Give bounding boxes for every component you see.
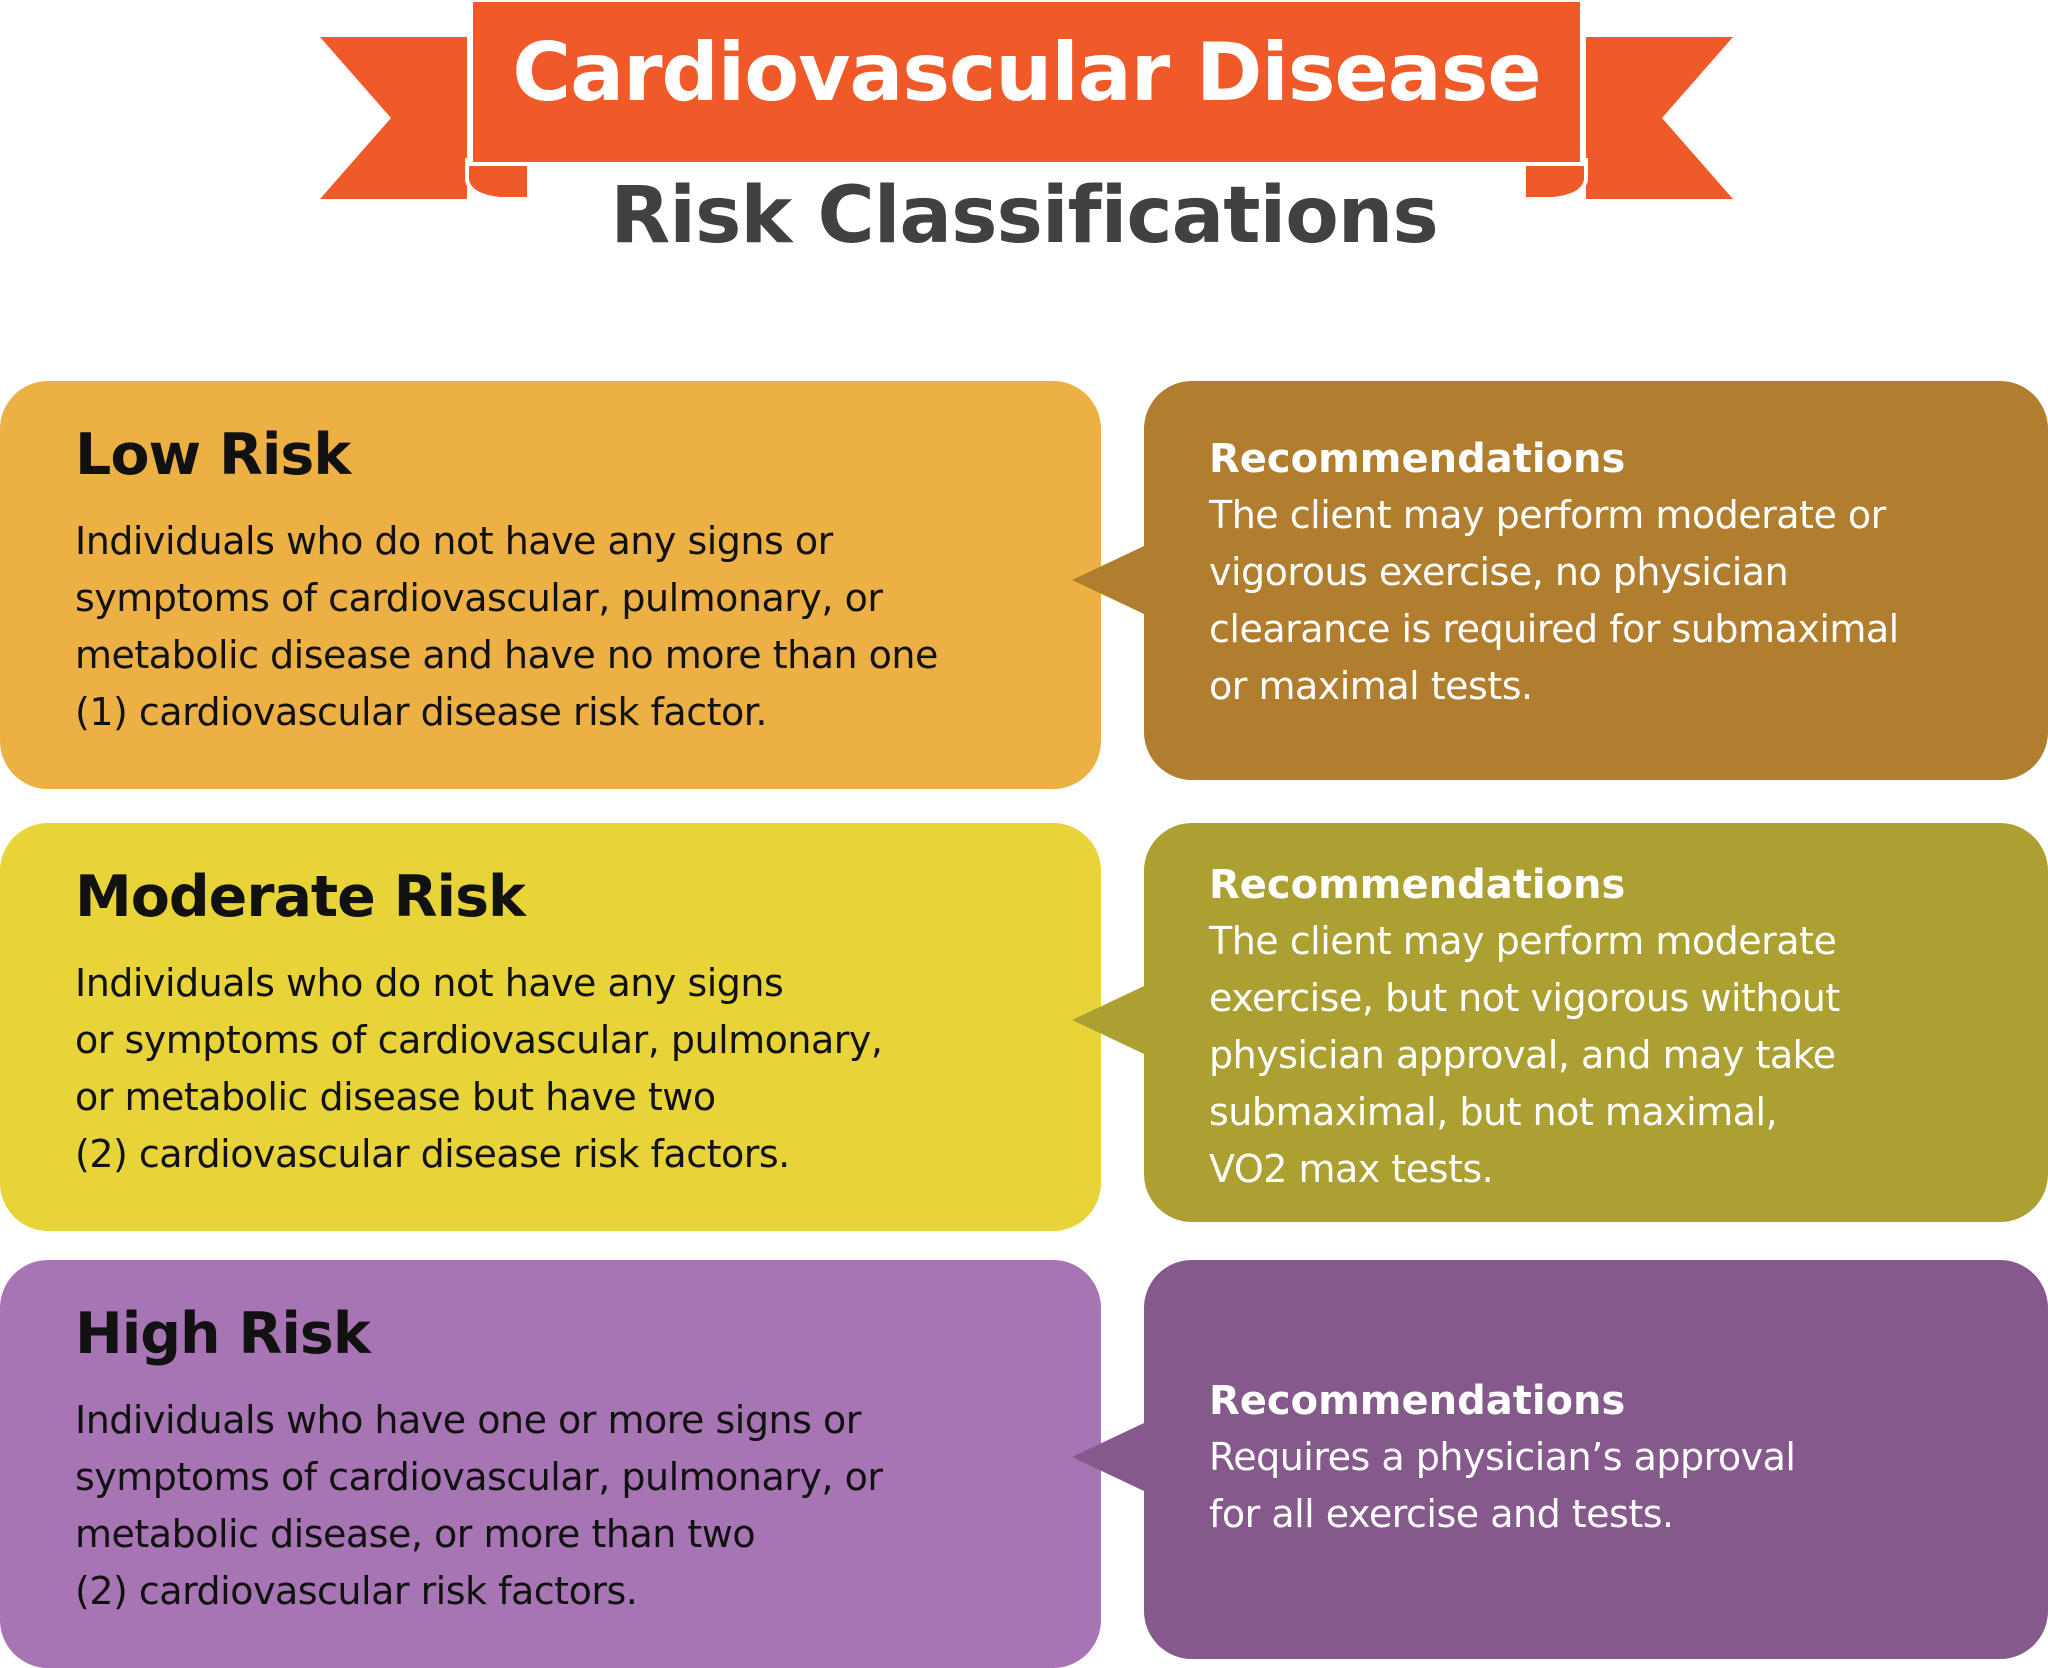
ribbon-banner xyxy=(320,0,1733,201)
moderate-risk-recommendations: Recommendations The client may perform m… xyxy=(1144,823,2048,1222)
recommendation-text: Requires a physician’s approval for all … xyxy=(1209,1435,1796,1536)
recommendations-heading: Recommendations xyxy=(1209,436,1626,482)
recommendation-text: The client may perform moderate or vigor… xyxy=(1209,493,1899,708)
page-title: Cardiovascular Disease xyxy=(512,26,1541,119)
ribbon-main xyxy=(469,0,1584,166)
risk-description: Individuals who have one or more signs o… xyxy=(75,1398,883,1613)
low-risk-recommendations: Recommendations The client may perform m… xyxy=(1144,381,2048,780)
callout-pointer xyxy=(1072,546,1144,614)
recommendation-text: The client may perform moderate exercise… xyxy=(1209,919,1840,1191)
ribbon-left-tail xyxy=(320,37,467,199)
risk-description: Individuals who do not have any signs or… xyxy=(75,961,883,1176)
risk-heading: Moderate Risk xyxy=(75,864,526,930)
recommendations-heading: Recommendations xyxy=(1209,862,1626,908)
high-risk-recommendations: Recommendations Requires a physician’s a… xyxy=(1144,1260,2048,1659)
callout-pointer xyxy=(1072,986,1144,1054)
low-risk-card: Low Risk Individuals who do not have any… xyxy=(0,381,1101,789)
moderate-risk-card: Moderate Risk Individuals who do not hav… xyxy=(0,823,1101,1231)
risk-heading: High Risk xyxy=(75,1301,371,1367)
callout-pointer xyxy=(1072,1423,1144,1491)
risk-heading: Low Risk xyxy=(75,422,351,488)
risk-description: Individuals who do not have any signs or… xyxy=(75,519,938,734)
ribbon-left-fold xyxy=(465,157,531,201)
page-subtitle: Risk Classifications xyxy=(610,171,1439,261)
recommendations-heading: Recommendations xyxy=(1209,1378,1626,1424)
ribbon-right-fold xyxy=(1522,157,1588,201)
ribbon-right-tail xyxy=(1586,37,1733,199)
high-risk-card: High Risk Individuals who have one or mo… xyxy=(0,1260,1101,1668)
